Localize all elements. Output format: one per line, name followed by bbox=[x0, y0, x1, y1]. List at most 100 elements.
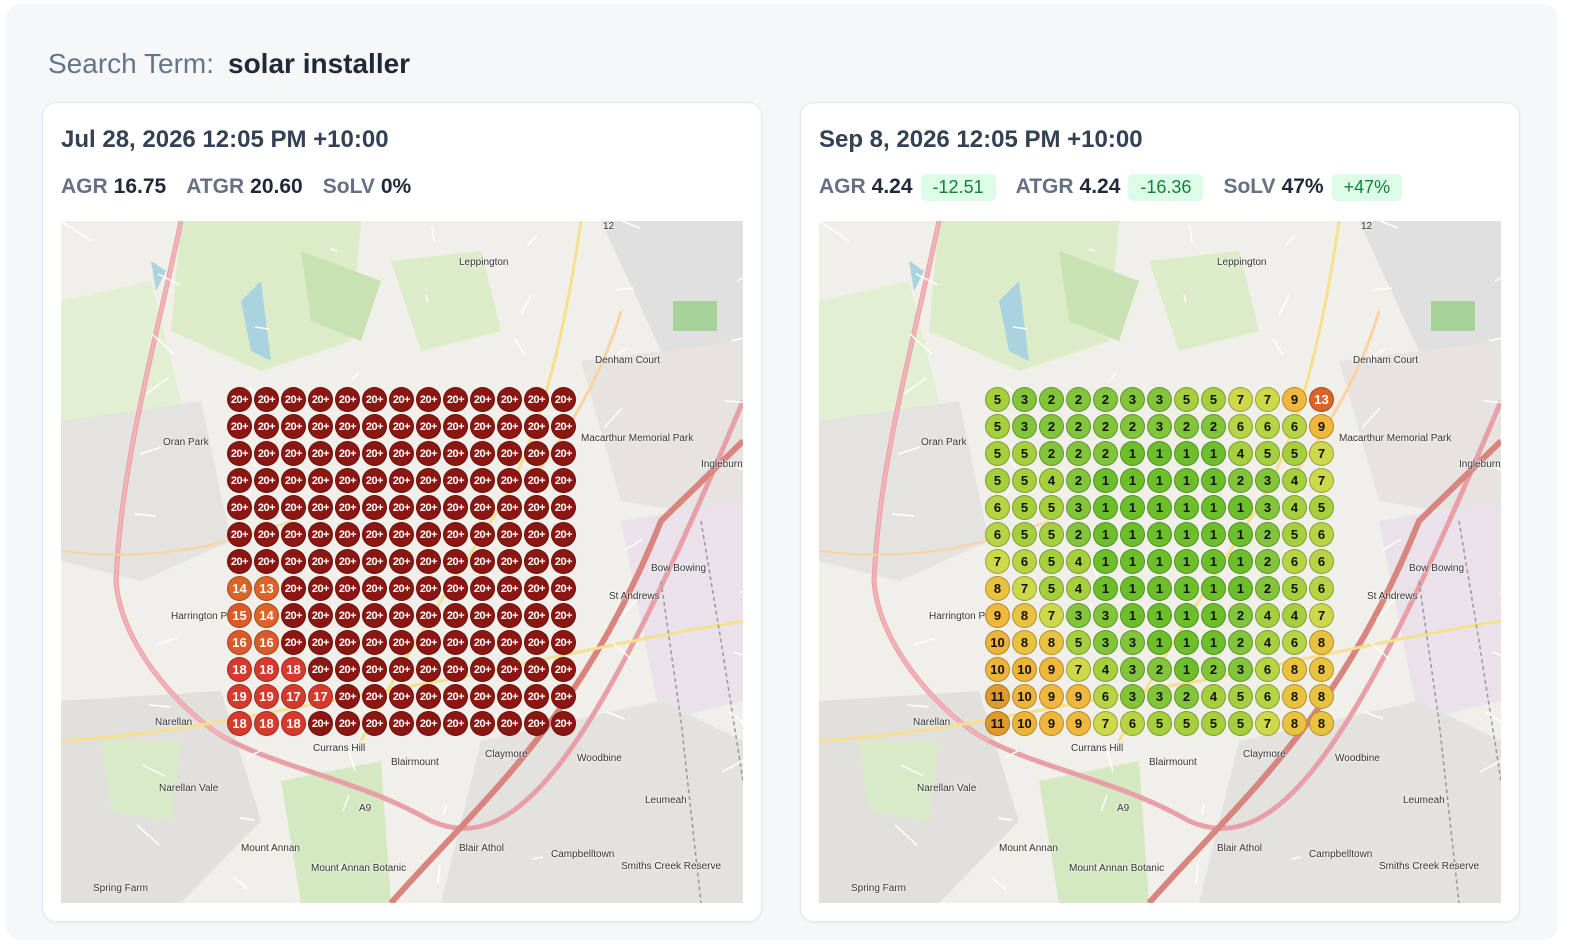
rank-pin[interactable]: 20+ bbox=[443, 495, 468, 520]
rank-pin[interactable]: 1 bbox=[1228, 522, 1253, 547]
rank-pin[interactable]: 20+ bbox=[443, 603, 468, 628]
rank-pin[interactable]: 1 bbox=[1093, 549, 1118, 574]
rank-pin[interactable]: 20+ bbox=[389, 684, 414, 709]
rank-pin[interactable]: 7 bbox=[1309, 468, 1334, 493]
rank-pin[interactable]: 8 bbox=[1039, 630, 1064, 655]
rank-pin[interactable]: 20+ bbox=[281, 522, 306, 547]
rank-pin[interactable]: 6 bbox=[1282, 414, 1307, 439]
rank-pin[interactable]: 1 bbox=[1228, 495, 1253, 520]
rank-pin[interactable]: 20+ bbox=[524, 441, 549, 466]
rank-pin[interactable]: 2 bbox=[1066, 441, 1091, 466]
rank-pin[interactable]: 1 bbox=[1147, 468, 1172, 493]
rank-pin[interactable]: 2 bbox=[1228, 630, 1253, 655]
rank-pin[interactable]: 3 bbox=[1228, 657, 1253, 682]
rank-pin[interactable]: 1 bbox=[1147, 522, 1172, 547]
rank-pin[interactable]: 1 bbox=[1147, 441, 1172, 466]
rank-pin[interactable]: 20+ bbox=[524, 711, 549, 736]
rank-pin[interactable]: 20+ bbox=[443, 630, 468, 655]
rank-pin[interactable]: 6 bbox=[985, 495, 1010, 520]
rank-pin[interactable]: 6 bbox=[1309, 522, 1334, 547]
rank-pin[interactable]: 20+ bbox=[551, 441, 576, 466]
rank-pin[interactable]: 10 bbox=[1012, 684, 1037, 709]
rank-pin[interactable]: 20+ bbox=[389, 522, 414, 547]
rank-pin[interactable]: 5 bbox=[1228, 711, 1253, 736]
rank-pin[interactable]: 5 bbox=[1012, 441, 1037, 466]
rank-pin[interactable]: 5 bbox=[985, 414, 1010, 439]
rank-pin[interactable]: 6 bbox=[1282, 630, 1307, 655]
rank-pin[interactable]: 20+ bbox=[497, 468, 522, 493]
rank-pin[interactable]: 1 bbox=[1201, 576, 1226, 601]
rank-pin[interactable]: 20+ bbox=[497, 630, 522, 655]
rank-pin[interactable]: 20+ bbox=[389, 414, 414, 439]
rank-pin[interactable]: 4 bbox=[1282, 495, 1307, 520]
rank-pin[interactable]: 7 bbox=[1039, 603, 1064, 628]
rank-pin[interactable]: 8 bbox=[1012, 630, 1037, 655]
rank-pin[interactable]: 20+ bbox=[281, 576, 306, 601]
rank-pin[interactable]: 5 bbox=[1012, 495, 1037, 520]
rank-pin[interactable]: 20+ bbox=[362, 495, 387, 520]
rank-pin[interactable]: 1 bbox=[1093, 522, 1118, 547]
rank-pin[interactable]: 20+ bbox=[281, 387, 306, 412]
rank-pin[interactable]: 5 bbox=[1012, 522, 1037, 547]
rank-pin[interactable]: 1 bbox=[1120, 576, 1145, 601]
rank-pin[interactable]: 4 bbox=[1282, 603, 1307, 628]
rank-pin[interactable]: 1 bbox=[1174, 468, 1199, 493]
rank-pin[interactable]: 20+ bbox=[389, 387, 414, 412]
rank-pin[interactable]: 8 bbox=[985, 576, 1010, 601]
rank-pin[interactable]: 20+ bbox=[497, 657, 522, 682]
rank-pin[interactable]: 10 bbox=[985, 657, 1010, 682]
rank-pin[interactable]: 20+ bbox=[362, 603, 387, 628]
rank-pin[interactable]: 20+ bbox=[335, 711, 360, 736]
rank-pin[interactable]: 20+ bbox=[362, 576, 387, 601]
rank-pin[interactable]: 20+ bbox=[227, 549, 252, 574]
rank-pin[interactable]: 7 bbox=[1309, 603, 1334, 628]
rank-pin[interactable]: 5 bbox=[1201, 387, 1226, 412]
rank-pin[interactable]: 20+ bbox=[416, 657, 441, 682]
rank-pin[interactable]: 1 bbox=[1228, 576, 1253, 601]
rank-pin[interactable]: 8 bbox=[1282, 711, 1307, 736]
rank-pin[interactable]: 20+ bbox=[227, 495, 252, 520]
rank-pin[interactable]: 4 bbox=[1228, 441, 1253, 466]
rank-pin[interactable]: 1 bbox=[1093, 495, 1118, 520]
rank-pin[interactable]: 7 bbox=[1066, 657, 1091, 682]
rank-pin[interactable]: 2 bbox=[1174, 414, 1199, 439]
rank-pin[interactable]: 20+ bbox=[335, 522, 360, 547]
rank-pin[interactable]: 3 bbox=[1255, 495, 1280, 520]
rank-pin[interactable]: 20+ bbox=[470, 549, 495, 574]
rank-pin[interactable]: 20+ bbox=[551, 468, 576, 493]
rank-pin[interactable]: 20+ bbox=[416, 522, 441, 547]
rank-pin[interactable]: 20+ bbox=[524, 387, 549, 412]
rank-pin[interactable]: 1 bbox=[1120, 549, 1145, 574]
rank-pin[interactable]: 7 bbox=[1012, 576, 1037, 601]
rank-pin[interactable]: 20+ bbox=[389, 711, 414, 736]
rank-pin[interactable]: 20+ bbox=[308, 468, 333, 493]
rank-pin[interactable]: 20+ bbox=[470, 468, 495, 493]
rank-pin[interactable]: 20+ bbox=[524, 576, 549, 601]
rank-pin[interactable]: 5 bbox=[1039, 549, 1064, 574]
rank-pin[interactable]: 4 bbox=[1201, 684, 1226, 709]
rank-pin[interactable]: 20+ bbox=[308, 522, 333, 547]
rank-pin[interactable]: 1 bbox=[1093, 468, 1118, 493]
rank-pin[interactable]: 4 bbox=[1066, 549, 1091, 574]
rank-pin[interactable]: 20+ bbox=[524, 495, 549, 520]
rank-pin[interactable]: 2 bbox=[1228, 468, 1253, 493]
rank-pin[interactable]: 20+ bbox=[281, 414, 306, 439]
rank-pin[interactable]: 20+ bbox=[524, 468, 549, 493]
rank-pin[interactable]: 20+ bbox=[308, 387, 333, 412]
rank-pin[interactable]: 6 bbox=[1255, 414, 1280, 439]
rank-pin[interactable]: 19 bbox=[227, 684, 252, 709]
rank-pin[interactable]: 20+ bbox=[470, 441, 495, 466]
rank-pin[interactable]: 20+ bbox=[497, 495, 522, 520]
rank-pin[interactable]: 20+ bbox=[416, 684, 441, 709]
rank-map[interactable]: Leppington Denham Court Oran Park Harringto… bbox=[61, 221, 743, 903]
rank-pin[interactable]: 5 bbox=[1012, 468, 1037, 493]
rank-pin[interactable]: 2 bbox=[1093, 387, 1118, 412]
rank-pin[interactable]: 20+ bbox=[416, 441, 441, 466]
rank-pin[interactable]: 6 bbox=[1282, 549, 1307, 574]
rank-pin[interactable]: 20+ bbox=[254, 495, 279, 520]
rank-pin[interactable]: 20+ bbox=[254, 549, 279, 574]
rank-pin[interactable]: 5 bbox=[1309, 495, 1334, 520]
rank-pin[interactable]: 20+ bbox=[227, 387, 252, 412]
rank-pin[interactable]: 9 bbox=[1039, 684, 1064, 709]
rank-pin[interactable]: 8 bbox=[1309, 684, 1334, 709]
